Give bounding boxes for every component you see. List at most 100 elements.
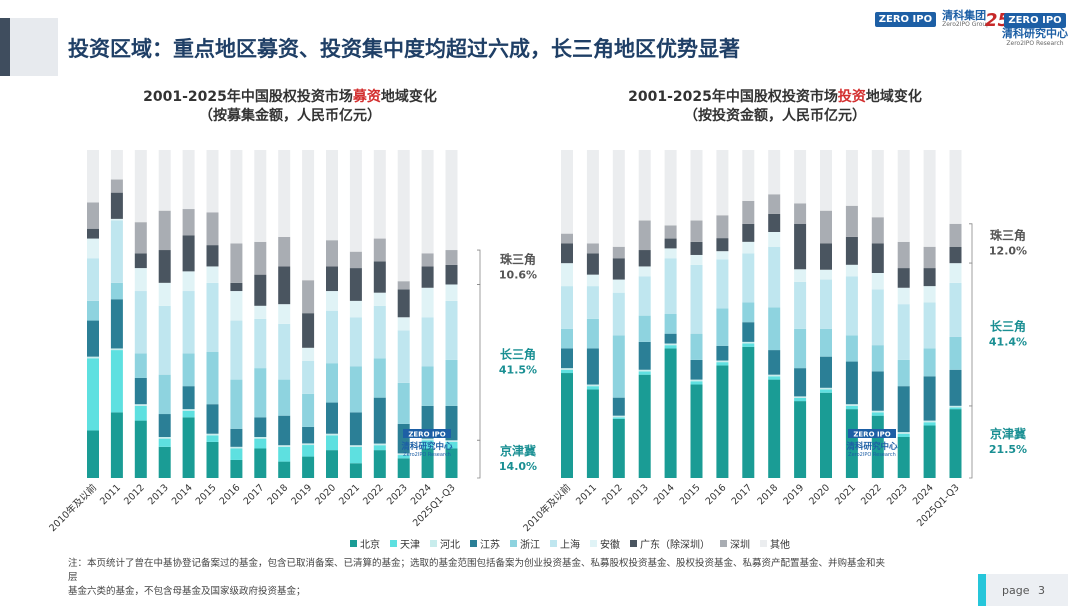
fundraising-region-bracket	[477, 284, 481, 441]
investment-bar-segment	[794, 223, 807, 270]
zero2ipo-group-logo: ZERO IPO 清科集团 Zero2IPO Group	[874, 9, 990, 29]
investment-region-share: 12.0%	[989, 244, 1027, 257]
investment-bar-segment	[897, 241, 910, 269]
investment-bar-segment	[820, 392, 832, 478]
investment-bar-segment	[561, 373, 573, 478]
group-name-text: 清科集团	[942, 9, 987, 22]
fundraising-x-tick-label: 2012	[122, 482, 147, 507]
investment-chart-title-line: 2001-2025年中国股权投资市场投资地域变化	[565, 88, 985, 107]
investment-bar-segment	[664, 248, 677, 259]
fundraising-bar-segment	[349, 446, 362, 464]
investment-watermark-box-text: ZERO IPO	[853, 431, 890, 439]
investment-bar-segment	[845, 409, 858, 478]
investment-bar-segment	[949, 263, 962, 283]
investment-bar-segment	[897, 150, 910, 242]
investment-bar-segment	[768, 213, 781, 232]
investment-bar-segment	[586, 150, 599, 244]
fundraising-bar-segment	[134, 404, 147, 406]
investment-region-share: 41.4%	[989, 336, 1027, 349]
investment-bar-segment	[586, 274, 599, 287]
investment-bar-segment	[871, 217, 884, 244]
legend-item: 上海	[550, 536, 580, 551]
investment-bar-segment	[716, 215, 729, 239]
legend-swatch	[430, 540, 437, 547]
group-name: 清科集团 Zero2IPO Group	[942, 9, 990, 29]
fundraising-bar-segment	[302, 150, 315, 281]
fundraising-bar-segment	[206, 212, 219, 246]
fundraising-bar-segment	[445, 264, 458, 285]
fundraising-bar-segment	[182, 353, 195, 387]
fundraising-bar-segment	[397, 458, 410, 478]
fundraising-bar-segment	[397, 150, 410, 282]
investment-region-share: 21.5%	[989, 443, 1027, 456]
fundraising-bar-segment	[134, 253, 147, 269]
investment-bar-segment	[768, 246, 781, 308]
fundraising-bar-segment	[349, 251, 362, 269]
fundraising-title-accent: 募资	[352, 89, 381, 105]
investment-bar-segment	[871, 243, 884, 273]
investment-bar-segment	[768, 307, 781, 351]
fundraising-bar-segment	[110, 350, 123, 413]
legend-label: 浙江	[520, 540, 540, 551]
investment-bar-segment	[664, 314, 677, 334]
investment-bar-segment	[845, 335, 858, 362]
fundraising-bar-segment	[182, 150, 195, 210]
fundraising-bar-segment	[326, 402, 338, 434]
investment-bar-segment	[690, 379, 703, 382]
fundraising-bar-segment	[326, 310, 338, 364]
investment-bar-segment	[897, 437, 910, 478]
investment-bar-segment	[690, 150, 703, 221]
fundraising-bar-segment	[254, 305, 267, 319]
fundraising-bar-segment	[302, 393, 315, 427]
fundraising-bar-segment	[182, 410, 195, 418]
fundraising-bar-segment	[302, 347, 315, 361]
fundraising-bar-segment	[373, 450, 386, 478]
fundraising-region-share: 14.0%	[499, 460, 537, 473]
fundraising-bar-segment	[110, 218, 123, 221]
fundraising-bar-segment	[326, 435, 338, 451]
title-accent-bar	[0, 18, 10, 76]
investment-bar-segment	[768, 379, 781, 478]
legend-item: 广东（除深圳）	[630, 536, 710, 551]
investment-bar-segment	[716, 150, 729, 216]
fundraising-bar-segment	[158, 210, 171, 251]
fundraising-bar-segment	[254, 318, 267, 369]
fundraising-chart-subtitle: （按募集金额，人民币亿元）	[199, 108, 381, 124]
investment-bar-segment	[612, 335, 625, 398]
investment-bar-segment	[845, 404, 858, 406]
investment-bar-segment	[638, 266, 651, 277]
fundraising-bar-segment	[158, 305, 171, 375]
fundraising-bar-segment	[373, 358, 386, 398]
investment-bar-segment	[768, 194, 781, 214]
investment-x-tick-label: 2012	[600, 482, 625, 507]
fundraising-region-bracket	[477, 249, 481, 285]
fundraising-watermark-name: 清科研究中心	[401, 441, 453, 452]
chart-legend: 北京 天津 河北 江苏 浙江 上海 安徽 广东（除深圳） 深圳 其他	[350, 536, 790, 551]
fundraising-x-tick-label: 2013	[146, 482, 171, 507]
legend-item: 其他	[760, 536, 790, 551]
investment-bar-segment	[923, 420, 936, 423]
fundraising-bar-segment	[373, 305, 386, 359]
investment-bar-segment	[949, 282, 962, 337]
investment-bar-segment	[586, 384, 599, 387]
page-title: 投资区域：重点地区募资、投资集中度均超过六成，长三角地区优势显著	[68, 37, 740, 61]
fundraising-bar-segment	[445, 359, 458, 406]
investment-bar-segment	[561, 233, 573, 244]
fundraising-bar-segment	[134, 150, 147, 223]
fundraising-bar-segment	[302, 426, 315, 444]
fundraising-bar-segment	[230, 428, 243, 447]
fundraising-watermark-box-text: ZERO IPO	[408, 431, 445, 439]
investment-x-tick-label: 2020	[807, 482, 832, 507]
page-label: page	[1002, 584, 1030, 597]
fundraising-bar-segment	[445, 300, 458, 360]
legend-label: 安徽	[600, 540, 620, 551]
fundraising-x-tick-label: 2018	[265, 482, 290, 507]
fundraising-bar-segment	[254, 448, 267, 478]
fundraising-bar-segment	[110, 348, 123, 351]
investment-bar-segment	[716, 251, 729, 260]
fundraising-bar-segment	[373, 445, 386, 451]
investment-bar-segment	[871, 273, 884, 290]
fundraising-bar-segment	[87, 356, 99, 359]
investment-bar-segment	[871, 289, 884, 346]
investment-bar-segment	[820, 243, 832, 270]
